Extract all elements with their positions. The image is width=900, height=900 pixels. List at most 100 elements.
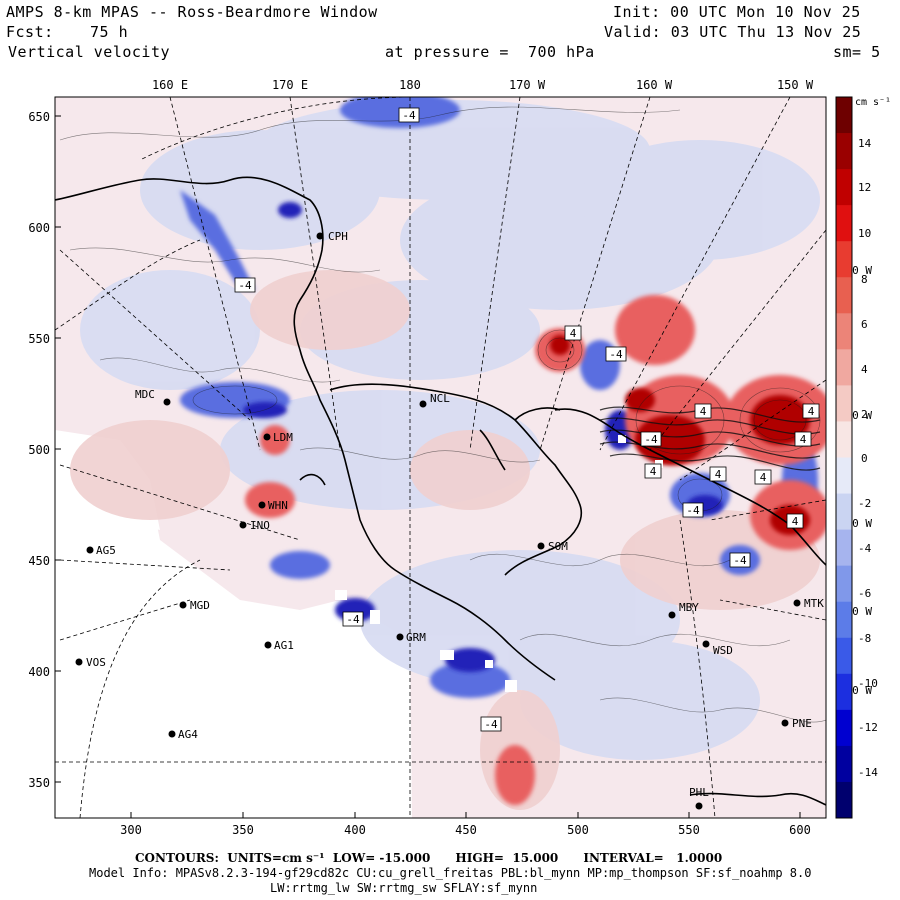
- map-title: AMPS 8-km MPAS -- Ross-Beardmore Window: [6, 3, 378, 21]
- colorbar-units: cm s⁻¹: [855, 97, 891, 108]
- stations: CPH NCL MDC LDM WHN INO AG5 SOM MGD AG1 …: [75, 230, 824, 810]
- colorbar-label: 12: [858, 181, 871, 194]
- colorbar-swatch: [836, 673, 852, 711]
- colorbar-swatch: [836, 97, 852, 134]
- svg-text:WSD: WSD: [713, 644, 733, 657]
- svg-text:4: 4: [792, 515, 799, 528]
- contour-info: CONTOURS: UNITS=cm s⁻¹ LOW= -15.000 HIGH…: [135, 851, 723, 865]
- smoothing: sm= 5: [833, 43, 881, 61]
- y-tick-label: 400: [28, 665, 50, 679]
- colorbar-swatch: [836, 133, 852, 170]
- station-marker: WSD: [702, 640, 733, 657]
- station-marker: CPH: [316, 230, 348, 243]
- station-marker: AG5: [86, 544, 116, 557]
- contour-label: 4: [694, 403, 712, 419]
- svg-text:-4: -4: [686, 504, 700, 517]
- station-marker: GRM: [396, 631, 426, 644]
- field-name: Vertical velocity: [8, 43, 171, 61]
- lon-label: 160 W: [636, 78, 673, 92]
- station-marker: LDM: [263, 431, 293, 444]
- lon-label: 180: [399, 78, 421, 92]
- svg-text:MBY: MBY: [679, 601, 699, 614]
- svg-text:-4: -4: [346, 613, 360, 626]
- contour-label: 4: [802, 403, 820, 419]
- lon-label: 170 E: [272, 78, 308, 92]
- valid-time: Valid: 03 UTC Thu 13 Nov 25: [604, 23, 862, 41]
- y-tick-label: 450: [28, 554, 50, 568]
- colorbar-swatch: [836, 745, 852, 783]
- colorbar-label: -12: [858, 721, 878, 734]
- svg-text:4: 4: [808, 405, 815, 418]
- model-info-physics: LW:rrtmg_lw SW:rrtmg_sw SFLAY:sf_mynn: [270, 881, 538, 895]
- forecast-hour: 75 h: [90, 23, 129, 41]
- graticule: [55, 97, 826, 818]
- colorbar-swatch: [836, 601, 852, 639]
- x-tick-label: 600: [789, 823, 811, 837]
- svg-text:AG4: AG4: [178, 728, 198, 741]
- lon-label: 150 W: [777, 78, 814, 92]
- svg-text:MDC: MDC: [135, 388, 155, 401]
- station-marker: AG4: [168, 728, 198, 741]
- y-tick-label: 600: [28, 221, 50, 235]
- colorbar-frame: [835, 96, 853, 819]
- colorbar-swatch: [836, 781, 852, 819]
- colorbar-swatch: [836, 709, 852, 747]
- x-tick-label: 450: [455, 823, 477, 837]
- svg-text:4: 4: [650, 465, 657, 478]
- x-tick-label: 350: [232, 823, 254, 837]
- station-marker: SOM: [537, 540, 568, 553]
- svg-text:-4: -4: [402, 109, 416, 122]
- svg-text:VOS: VOS: [86, 656, 106, 669]
- svg-text:4: 4: [760, 471, 767, 484]
- x-tick-label: 550: [678, 823, 700, 837]
- svg-text:AG5: AG5: [96, 544, 116, 557]
- colorbar-label: -14: [858, 766, 878, 779]
- svg-text:GRM: GRM: [406, 631, 426, 644]
- contour-label: -4: [729, 552, 751, 568]
- svg-text:4: 4: [570, 327, 577, 340]
- contour-label: 4: [709, 466, 727, 482]
- svg-text:LDM: LDM: [273, 431, 293, 444]
- colorbar-label: 8: [861, 273, 868, 286]
- y-tick-label: 550: [28, 332, 50, 346]
- station-marker: WHN: [258, 499, 288, 512]
- svg-text:4: 4: [715, 468, 722, 481]
- colorbar-label: -6: [858, 587, 871, 600]
- colorbar-swatch: [836, 277, 852, 314]
- svg-text:MGD: MGD: [190, 599, 210, 612]
- plot-area: -4 -4 -4 4 -4 4 4 4 4 -4 4 -4 -4 4 -4 4 …: [55, 97, 826, 818]
- svg-text:SOM: SOM: [548, 540, 568, 553]
- svg-text:4: 4: [800, 433, 807, 446]
- station-marker: PHL: [689, 786, 709, 810]
- station-marker: NCL: [419, 392, 450, 408]
- svg-text:PHL: PHL: [689, 786, 709, 799]
- y-tick-label: 650: [28, 110, 50, 124]
- init-time: Init: 00 UTC Mon 10 Nov 25: [613, 3, 861, 21]
- contour-label: 4: [644, 463, 662, 479]
- colorbar: [835, 96, 853, 819]
- colorbar-swatch: [836, 637, 852, 675]
- colorbar-swatch: [836, 205, 852, 242]
- svg-text:-4: -4: [644, 433, 658, 446]
- contour-label: -4: [342, 611, 364, 627]
- svg-text:WHN: WHN: [268, 499, 288, 512]
- svg-text:MTK: MTK: [804, 597, 824, 610]
- top-longitude-labels: 160 E 170 E 180 170 W 160 W 150 W: [152, 78, 814, 92]
- svg-text:INO: INO: [250, 519, 270, 532]
- station-marker: MTK: [793, 597, 824, 610]
- lon-label: 160 E: [152, 78, 188, 92]
- colorbar-label: 6: [861, 318, 868, 331]
- colorbar-label: 4: [861, 363, 868, 376]
- svg-text:-4: -4: [733, 554, 747, 567]
- contour-label: -4: [605, 346, 627, 362]
- station-marker: MGD: [179, 599, 210, 612]
- svg-text:NCL: NCL: [430, 392, 450, 405]
- x-tick-label: 300: [120, 823, 142, 837]
- y-tick-label: 350: [28, 776, 50, 790]
- station-marker: AG1: [264, 639, 294, 652]
- station-marker: MDC: [135, 388, 171, 406]
- colorbar-swatch: [836, 169, 852, 206]
- colorbar-swatch: [836, 457, 852, 495]
- y-axis: 650 600 550 500 450 400 350: [28, 110, 61, 790]
